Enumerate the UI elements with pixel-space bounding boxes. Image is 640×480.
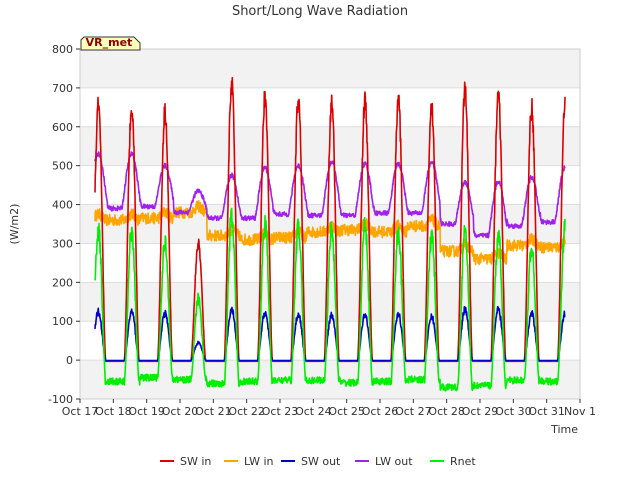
series-line-lw-out	[94, 151, 566, 239]
y-tick-label: 600	[52, 121, 73, 134]
y-tick-label: 400	[52, 199, 73, 212]
annotation-box: VR_met	[80, 36, 141, 51]
x-tick-label: Oct 18	[95, 405, 132, 418]
y-tick-label: 100	[52, 315, 73, 328]
x-tick-label: Nov 1	[564, 405, 596, 418]
series-line-rnet	[94, 207, 566, 392]
x-tick-label: Oct 24	[295, 405, 332, 418]
chart-title: Short/Long Wave Radiation	[232, 4, 408, 19]
x-tick-label: Oct 28	[428, 405, 465, 418]
x-tick-label: Oct 31	[528, 405, 565, 418]
legend-label: Rnet	[450, 455, 476, 468]
legend-label: LW out	[375, 455, 413, 468]
annotation-label: VR_met	[86, 36, 133, 49]
legend-label: SW out	[301, 455, 341, 468]
y-tick-label: 200	[52, 276, 73, 289]
y-axis: -100 0 100 200 300 400 500 600 700 800	[48, 43, 80, 406]
x-tick-label: Oct 27	[395, 405, 432, 418]
x-axis-label: Time	[550, 423, 578, 436]
series-line-sw-out	[94, 305, 566, 362]
x-tick-label: Oct 25	[328, 405, 365, 418]
x-tick-label: Oct 29	[462, 405, 499, 418]
shaded-band	[80, 360, 580, 399]
legend-label: LW in	[244, 455, 274, 468]
x-tick-label: Oct 23	[262, 405, 299, 418]
y-tick-label: 500	[52, 160, 73, 173]
series-lines	[94, 76, 566, 392]
x-tick-label: Oct 21	[195, 405, 232, 418]
legend: SW in LW in SW out LW out Rnet	[160, 455, 476, 468]
y-tick-label: 0	[66, 354, 73, 367]
shaded-band	[80, 49, 580, 88]
y-tick-label: 800	[52, 43, 73, 56]
x-tick-label: Oct 30	[495, 405, 532, 418]
x-tick-label: Oct 19	[128, 405, 165, 418]
x-tick-label: Oct 20	[162, 405, 199, 418]
y-tick-label: -100	[48, 393, 73, 406]
y-tick-label: 700	[52, 82, 73, 95]
legend-label: SW in	[180, 455, 211, 468]
x-tick-label: Oct 17	[62, 405, 99, 418]
y-tick-label: 300	[52, 237, 73, 250]
x-tick-label: Oct 26	[362, 405, 399, 418]
y-axis-label: (W/m2)	[8, 204, 21, 245]
x-tick-label: Oct 22	[228, 405, 265, 418]
plot-frame	[79, 48, 581, 400]
